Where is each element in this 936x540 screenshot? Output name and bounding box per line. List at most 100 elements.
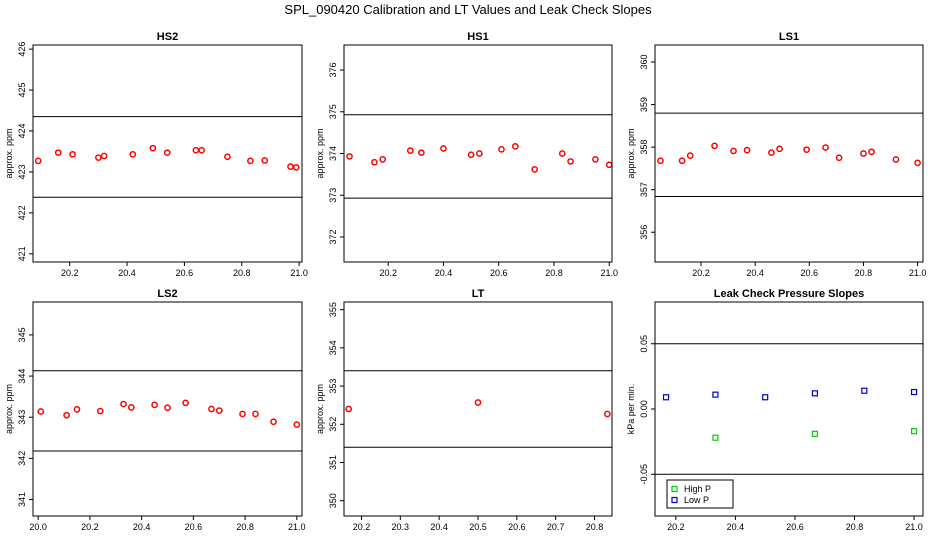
x-tick-label: 20.8 — [236, 522, 254, 532]
x-tick-label: 21.0 — [290, 268, 308, 278]
data-point-s0-3 — [96, 407, 104, 415]
chart-panel-2: LS1 20.2 20.4 20.6 20.8 21.0 356 357 358 359 360 ap… — [626, 31, 926, 278]
y-tick-label: 353 — [328, 379, 338, 394]
legend-marker-0 — [671, 485, 678, 493]
data-point-s0-6 — [151, 401, 158, 409]
x-tick-label: 20.4 — [727, 522, 745, 532]
data-point-s1-0 — [662, 394, 670, 401]
y-tick-label: 342 — [17, 451, 27, 466]
data-point-s0-12 — [252, 410, 259, 418]
data-point-s0-1 — [54, 149, 62, 157]
data-point-s0-9 — [511, 143, 519, 150]
data-point-s0-2 — [73, 406, 81, 413]
data-point-s0-14 — [914, 159, 921, 167]
data-point-s0-10 — [224, 153, 231, 161]
data-point-s0-8 — [803, 146, 810, 154]
y-tick-label: 351 — [328, 455, 338, 470]
x-tick-label: 20.8 — [545, 268, 563, 278]
y-tick-label: 373 — [328, 188, 338, 203]
data-point-s0-4 — [730, 147, 737, 155]
y-axis-label: kPa per min. — [626, 384, 636, 435]
y-tick-label: 426 — [17, 42, 27, 57]
data-point-s0-5 — [743, 146, 751, 154]
chart-panel-1: HS1 20.2 20.4 20.6 20.8 21.0 372 373 374 375 376 ap… — [315, 31, 618, 278]
data-point-s0-9 — [198, 146, 205, 154]
data-point-s0-9 — [822, 144, 829, 151]
data-point-s0-14 — [293, 421, 301, 428]
figure-title: SPL_090420 Calibration and LT Values and… — [284, 2, 652, 17]
data-point-s0-12 — [868, 148, 875, 156]
data-point-s0-6 — [149, 144, 157, 152]
panel-title: LT — [472, 288, 485, 300]
x-tick-label: 20.2 — [379, 268, 397, 278]
y-tick-label: 352 — [328, 417, 338, 432]
legend-marker-1 — [671, 496, 678, 504]
x-tick-label: 21.0 — [600, 268, 618, 278]
data-point-s0-11 — [239, 410, 246, 418]
panel-title: LS1 — [779, 31, 799, 43]
chart-panel-3: LS2 20.0 20.2 20.4 20.6 20.8 21.0 341 342 343 344 3… — [4, 288, 306, 532]
y-tick-label: -0.05 — [639, 464, 649, 485]
y-axis-label: approx. ppm — [626, 128, 636, 178]
y-tick-label: 0.05 — [639, 335, 649, 353]
data-point-s0-9 — [208, 405, 215, 413]
x-tick-label: 21.0 — [288, 522, 306, 532]
x-tick-label: 20.7 — [547, 522, 565, 532]
data-point-s0-11 — [860, 150, 867, 157]
data-point-s0-2 — [910, 428, 918, 435]
data-point-s0-14 — [292, 164, 300, 171]
panel-title: HS1 — [467, 31, 488, 43]
data-point-s0-10 — [835, 154, 843, 162]
x-tick-label: 21.0 — [909, 268, 927, 278]
x-tick-label: 20.8 — [586, 522, 604, 532]
x-tick-label: 21.0 — [905, 522, 923, 532]
y-tick-label: 376 — [328, 63, 338, 78]
y-tick-label: 355 — [328, 302, 338, 317]
data-point-s0-1 — [474, 399, 482, 406]
chart-panel-5: Leak Check Pressure Slopes 20.2 20.4 20.6 20… — [626, 288, 924, 532]
y-tick-label: 358 — [639, 140, 649, 155]
x-tick-label: 20.6 — [786, 522, 804, 532]
x-tick-label: 20.4 — [746, 268, 764, 278]
x-tick-label: 20.6 — [508, 522, 526, 532]
x-tick-label: 20.4 — [435, 268, 453, 278]
plot-frame — [32, 301, 303, 517]
x-tick-label: 20.2 — [81, 522, 99, 532]
legend-label: High P — [684, 484, 711, 494]
y-tick-label: 0.00 — [639, 400, 649, 418]
data-point-s0-7 — [164, 404, 171, 412]
data-point-s0-11 — [558, 150, 566, 157]
y-tick-label: 345 — [17, 327, 27, 342]
data-point-s0-8 — [182, 399, 189, 407]
data-point-s0-2 — [686, 152, 694, 159]
x-tick-label: 20.4 — [430, 522, 448, 532]
y-tick-label: 375 — [328, 104, 338, 119]
data-point-s1-5 — [910, 388, 918, 396]
panel-title: Leak Check Pressure Slopes — [714, 288, 864, 300]
data-point-s0-2 — [69, 150, 76, 158]
panel-title: HS2 — [157, 31, 178, 43]
chart-panel-0: HS2 20.2 20.4 20.6 20.8 21.0 421 422 423 424 425 42… — [4, 31, 308, 278]
data-point-s1-3 — [811, 390, 819, 397]
chart-panel-4: LT 20.2 20.3 20.4 20.5 20.6 20.7 20.8 350 351 352 3… — [315, 288, 613, 532]
chart-panels: HS2 20.2 20.4 20.6 20.8 21.0 421 422 423 424 425 42… — [4, 31, 926, 532]
data-point-s1-1 — [712, 391, 719, 398]
y-tick-label: 350 — [328, 493, 338, 508]
data-point-s0-4 — [120, 400, 127, 408]
y-tick-label: 344 — [17, 369, 27, 384]
data-point-s0-4 — [418, 149, 425, 157]
y-tick-label: 359 — [639, 97, 649, 112]
x-tick-label: 20.0 — [29, 522, 47, 532]
data-point-s0-12 — [261, 157, 269, 164]
data-point-s0-6 — [768, 149, 775, 156]
data-point-s0-0 — [34, 157, 42, 165]
y-tick-label: 421 — [17, 246, 27, 261]
y-tick-label: 422 — [17, 205, 27, 220]
data-point-s0-7 — [476, 150, 483, 157]
data-point-s1-2 — [762, 394, 769, 401]
x-tick-label: 20.4 — [133, 522, 151, 532]
data-point-s0-13 — [592, 155, 599, 163]
x-tick-label: 20.6 — [490, 268, 508, 278]
data-point-s1-4 — [861, 387, 868, 394]
y-tick-label: 425 — [17, 83, 27, 98]
